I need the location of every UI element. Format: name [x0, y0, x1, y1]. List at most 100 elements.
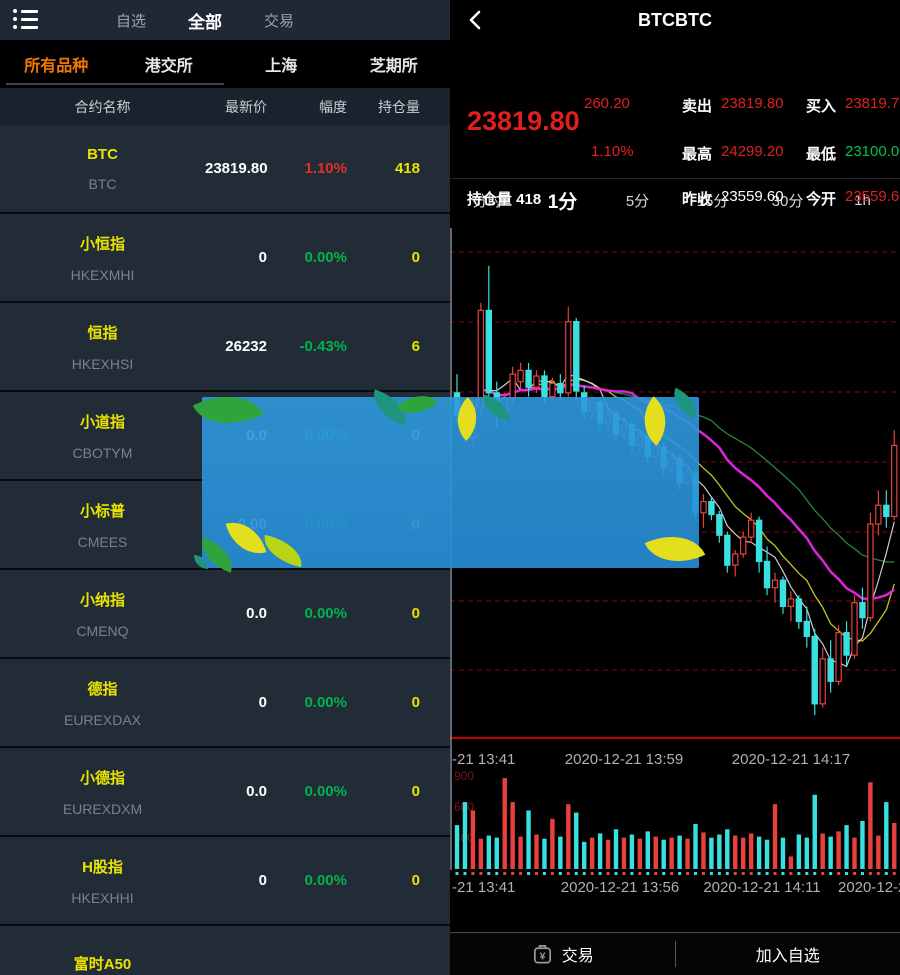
market-row-德指[interactable]: 德指 EUREXDAX 0 0.00% 0: [0, 659, 450, 748]
latest-price: 0: [258, 249, 267, 266]
svg-text:¥: ¥: [539, 950, 545, 962]
svg-text:2020-12-21 13:59: 2020-12-21 13:59: [565, 751, 683, 768]
last-price: 23819.80: [467, 106, 580, 136]
change-percent: 0.00%: [304, 249, 347, 266]
contract-names: 小恒指 HKEXMHI: [0, 233, 205, 283]
candlestick-volume-chart[interactable]: -21 13:41 2020-12-21 13:59 2020-12-21 14:1…: [450, 222, 900, 930]
contract-code: CBOTYM: [72, 444, 133, 461]
contract-name: 小纳指: [79, 591, 125, 609]
contract-code: EUREXDAX: [63, 711, 142, 728]
timeframe-tab-5分[interactable]: 5分: [625, 193, 650, 210]
open-interest-text: 持仓量 418: [467, 191, 542, 208]
low-label: 最低: [806, 146, 837, 163]
open-interest: 6: [411, 338, 420, 355]
timeframe-tab-15分[interactable]: 15分: [696, 193, 729, 210]
yuan-tag-icon: ¥: [533, 944, 551, 964]
high-value: 24299.20: [721, 143, 784, 160]
contract-code: HKEXHSI: [71, 355, 134, 372]
contract-code: HKEXMHI: [70, 266, 135, 283]
latest-price: 0.0: [246, 783, 267, 800]
latest-price: 0: [258, 694, 267, 711]
exchange-tab-1[interactable]: 港交所: [144, 58, 193, 75]
contract-names: BTC BTC: [0, 146, 205, 192]
price-change: 260.20: [584, 95, 630, 112]
sell-value: 23819.80: [721, 95, 784, 112]
timeframe-tab-分时[interactable]: 分时: [472, 193, 503, 210]
change-percent: 0.00%: [304, 605, 347, 622]
svg-text:-21 13:41: -21 13:41: [452, 751, 515, 768]
timeframe-tab-30分[interactable]: 30分: [771, 193, 804, 210]
trade-label: 交易: [561, 948, 594, 965]
contract-name: 小标普: [79, 502, 125, 520]
header-change: 幅度: [319, 98, 347, 115]
menu-icon[interactable]: [13, 9, 39, 31]
exchange-filter-bar: 所有品种 港交所 上海 芝期所: [0, 40, 450, 88]
nav-tabs: 自选 全部 交易: [116, 8, 334, 33]
top-nav: 自选 全部 交易: [0, 0, 450, 40]
low-value: 23100.00: [845, 143, 900, 160]
market-row-小纳指[interactable]: 小纳指 CMENQ 0.0 0.00% 0: [0, 570, 450, 659]
exchange-tab-0[interactable]: 所有品种: [24, 58, 89, 75]
trade-button[interactable]: ¥ 交易: [450, 933, 675, 975]
contract-names: H股指 HKEXHHI: [0, 856, 205, 906]
open-interest: 418: [394, 160, 420, 177]
latest-price: 0: [258, 872, 267, 889]
contract-names: 德指 EUREXDAX: [0, 678, 205, 728]
contract-name: 德指: [87, 680, 118, 698]
contract-name: 小道指: [79, 413, 125, 431]
contract-names: 恒指 HKEXHSI: [0, 322, 205, 372]
market-row-富时A50[interactable]: 富时A50: [0, 926, 450, 975]
nav-tab-1[interactable]: 全部: [188, 12, 222, 32]
leaf-decoration-icon: [630, 396, 680, 446]
buy-value: 23819.70: [845, 95, 900, 112]
change-percent: 0.00%: [304, 872, 347, 889]
timeframe-tab-1h[interactable]: 1h: [854, 192, 871, 209]
market-row-小德指[interactable]: 小德指 EUREXDXM 0.0 0.00% 0: [0, 748, 450, 837]
open-interest: 0: [411, 249, 420, 266]
market-row-恒指[interactable]: 恒指 HKEXHSI 26232 -0.43% 6: [0, 303, 450, 392]
market-list-panel: 自选 全部 交易 所有品种 港交所 上海 芝期所 合约名称 最新价 幅度 持仓量 BTC B…: [0, 0, 450, 975]
timeframe-tabs: 分时 1分 5分 15分 30分 1h: [450, 178, 900, 222]
leaf-decoration-icon: [445, 397, 489, 441]
contract-code: EUREXDXM: [62, 800, 143, 817]
header-latest-price: 最新价: [225, 98, 267, 115]
header-open-interest: 持仓量: [378, 98, 420, 115]
leaf-decoration-icon: [259, 534, 307, 568]
header-contract-name: 合约名称: [74, 98, 131, 115]
buy-label: 买入: [806, 98, 837, 115]
contract-code: BTC: [88, 175, 117, 192]
latest-price: 26232: [225, 338, 267, 355]
add-watchlist-button[interactable]: 加入自选: [676, 933, 900, 975]
svg-text:2020-12-21 1: 2020-12-21 1: [838, 879, 900, 896]
latest-price: 0.0: [246, 605, 267, 622]
market-row-H股指[interactable]: H股指 HKEXHHI 0 0.00% 0: [0, 837, 450, 926]
ad-banner-overlay[interactable]: [192, 380, 706, 576]
timeframe-tab-1分[interactable]: 1分: [547, 192, 578, 213]
contract-code: CMEES: [77, 533, 128, 550]
change-percent: -0.43%: [299, 338, 347, 355]
open-interest: 0: [411, 872, 420, 889]
change-percent: 0.00%: [304, 694, 347, 711]
contract-name: 富时A50: [73, 955, 132, 973]
contract-name: 小恒指: [79, 235, 125, 253]
contract-name: BTC: [87, 145, 118, 163]
contract-name: 小德指: [79, 769, 125, 787]
detail-header: BTCBTC: [450, 0, 900, 40]
exchange-tab-2[interactable]: 上海: [265, 58, 298, 75]
svg-text:900: 900: [454, 769, 474, 783]
latest-price: 23819.80: [205, 160, 268, 177]
exchange-tab-3[interactable]: 芝期所: [369, 58, 418, 75]
add-watchlist-label: 加入自选: [755, 948, 820, 965]
market-row-小恒指[interactable]: 小恒指 HKEXMHI 0 0.00% 0: [0, 214, 450, 303]
exchange-scroll-indicator: [6, 83, 224, 85]
sell-label: 卖出: [682, 98, 713, 115]
leaf-decoration-icon: [644, 522, 706, 576]
back-icon[interactable]: [464, 8, 488, 32]
svg-text:2020-12-21 14:17: 2020-12-21 14:17: [732, 751, 850, 768]
price-change-percent: 1.10%: [591, 143, 634, 160]
change-percent: 0.00%: [304, 783, 347, 800]
nav-tab-0[interactable]: 自选: [115, 12, 146, 30]
market-row-BTC[interactable]: BTC BTC 23819.80 1.10% 418: [0, 125, 450, 214]
nav-tab-2[interactable]: 交易: [264, 12, 295, 30]
